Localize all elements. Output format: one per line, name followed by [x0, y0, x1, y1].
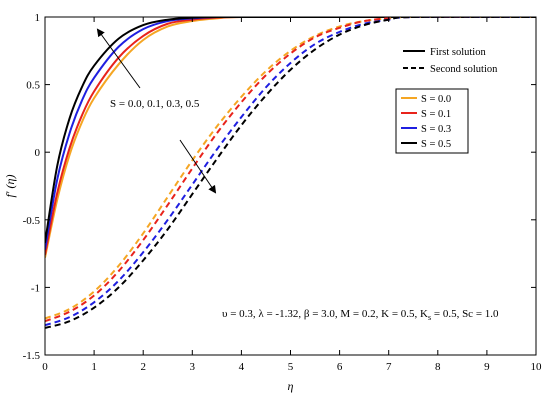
x-tick-label: 3 [190, 361, 196, 373]
x-tick-label: 5 [288, 361, 294, 373]
first-solution-arrow [96, 28, 141, 89]
x-tick-label: 9 [484, 361, 490, 373]
y-tick-label: 1 [35, 12, 41, 24]
y-axis-label: f′ (η) [3, 175, 17, 198]
y-tick-label: -1.5 [23, 350, 41, 362]
series-line-second-6 [45, 17, 536, 327]
y-tick-label: 0 [35, 147, 41, 159]
x-tick-label: 7 [386, 361, 392, 373]
x-tick-label: 1 [91, 361, 97, 373]
series-line-first-1 [45, 17, 536, 256]
parameters-main: υ = 0.3, λ = -1.32, β = 3.0, M = 0.2, K … [222, 308, 428, 320]
x-tick-label: 0 [42, 361, 48, 373]
series-line-first-0 [45, 17, 536, 258]
legend-first-solution-label: First solution [430, 47, 486, 58]
x-tick-label: 8 [435, 361, 441, 373]
legend-S1-label: S = 0.1 [421, 109, 451, 120]
first-solution-annotation: S = 0.0, 0.1, 0.3, 0.5 [110, 98, 200, 110]
legend-S: S = 0.0 S = 0.1 S = 0.3 S = 0.5 [395, 88, 469, 154]
y-tick-label: -0.5 [23, 215, 41, 227]
x-axis-label: η [288, 379, 294, 393]
series-line-second-5 [45, 17, 536, 323]
y-tick-label: 0.5 [26, 80, 40, 92]
parameters-subscript: s [428, 313, 431, 322]
x-tick-label: 4 [239, 361, 245, 373]
legend-second-solution-label: Second solution [430, 64, 498, 75]
legend-S0-label: S = 0.0 [421, 94, 451, 105]
legend-S3-label: S = 0.3 [421, 124, 451, 135]
series-line-second-4 [45, 17, 536, 320]
x-tick-label: 10 [531, 361, 543, 373]
legend-S5-label: S = 0.5 [421, 139, 451, 150]
parameters-tail: = 0.5, Sc = 1.0 [431, 308, 499, 320]
x-tick-label: 6 [337, 361, 343, 373]
parameters-annotation: υ = 0.3, λ = -1.32, β = 3.0, M = 0.2, K … [222, 308, 499, 322]
x-tick-label: 2 [140, 361, 146, 373]
legend-solution-type: First solution Second solution [395, 38, 515, 80]
series-line-second-7 [45, 17, 536, 329]
legend-solution-type-box [395, 38, 515, 80]
second-solution-arrow [179, 139, 217, 194]
ticks-layer: 0 1 2 3 4 5 6 7 8 9 10 1 0.5 0 -0.5 -1 -1.5 [23, 12, 542, 373]
y-tick-label: -1 [31, 282, 40, 294]
